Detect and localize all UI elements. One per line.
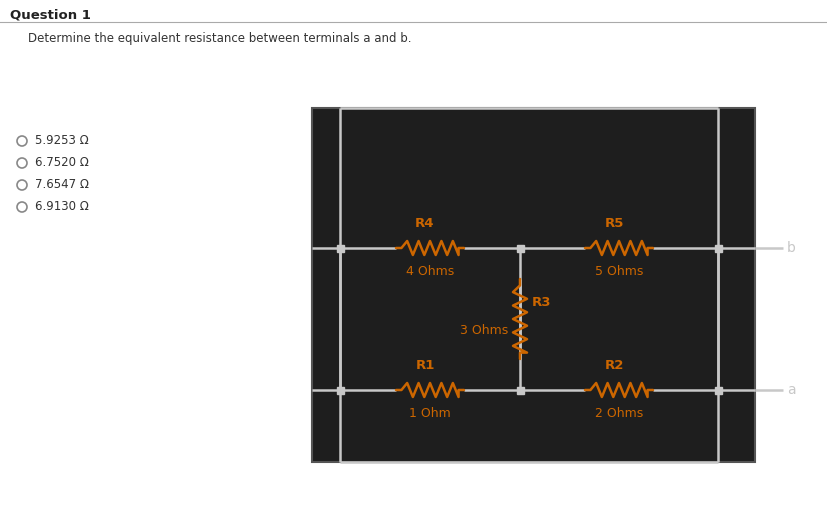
Text: 5.9253 Ω: 5.9253 Ω — [35, 134, 88, 147]
Text: 7.6547 Ω: 7.6547 Ω — [35, 179, 89, 192]
Bar — [715, 244, 721, 252]
Text: Question 1: Question 1 — [10, 8, 91, 21]
Text: 1 Ohm: 1 Ohm — [409, 407, 451, 420]
Text: 6.9130 Ω: 6.9130 Ω — [35, 200, 88, 213]
Text: R1: R1 — [415, 359, 435, 372]
Text: R3: R3 — [532, 296, 552, 309]
Bar — [337, 387, 343, 393]
Text: 2 Ohms: 2 Ohms — [595, 407, 643, 420]
Text: 5 Ohms: 5 Ohms — [595, 265, 643, 278]
Bar — [337, 244, 343, 252]
Text: R5: R5 — [605, 217, 624, 230]
Text: R4: R4 — [415, 217, 435, 230]
Text: Determine the equivalent resistance between terminals a and b.: Determine the equivalent resistance betw… — [28, 32, 412, 45]
Text: R2: R2 — [605, 359, 624, 372]
Bar — [517, 387, 523, 393]
Text: b: b — [787, 241, 796, 255]
Text: 4 Ohms: 4 Ohms — [406, 265, 454, 278]
Text: 6.7520 Ω: 6.7520 Ω — [35, 157, 88, 170]
Text: a: a — [787, 383, 796, 397]
Bar — [715, 387, 721, 393]
Bar — [312, 108, 755, 462]
Bar — [517, 244, 523, 252]
Text: 3 Ohms: 3 Ohms — [460, 324, 508, 337]
